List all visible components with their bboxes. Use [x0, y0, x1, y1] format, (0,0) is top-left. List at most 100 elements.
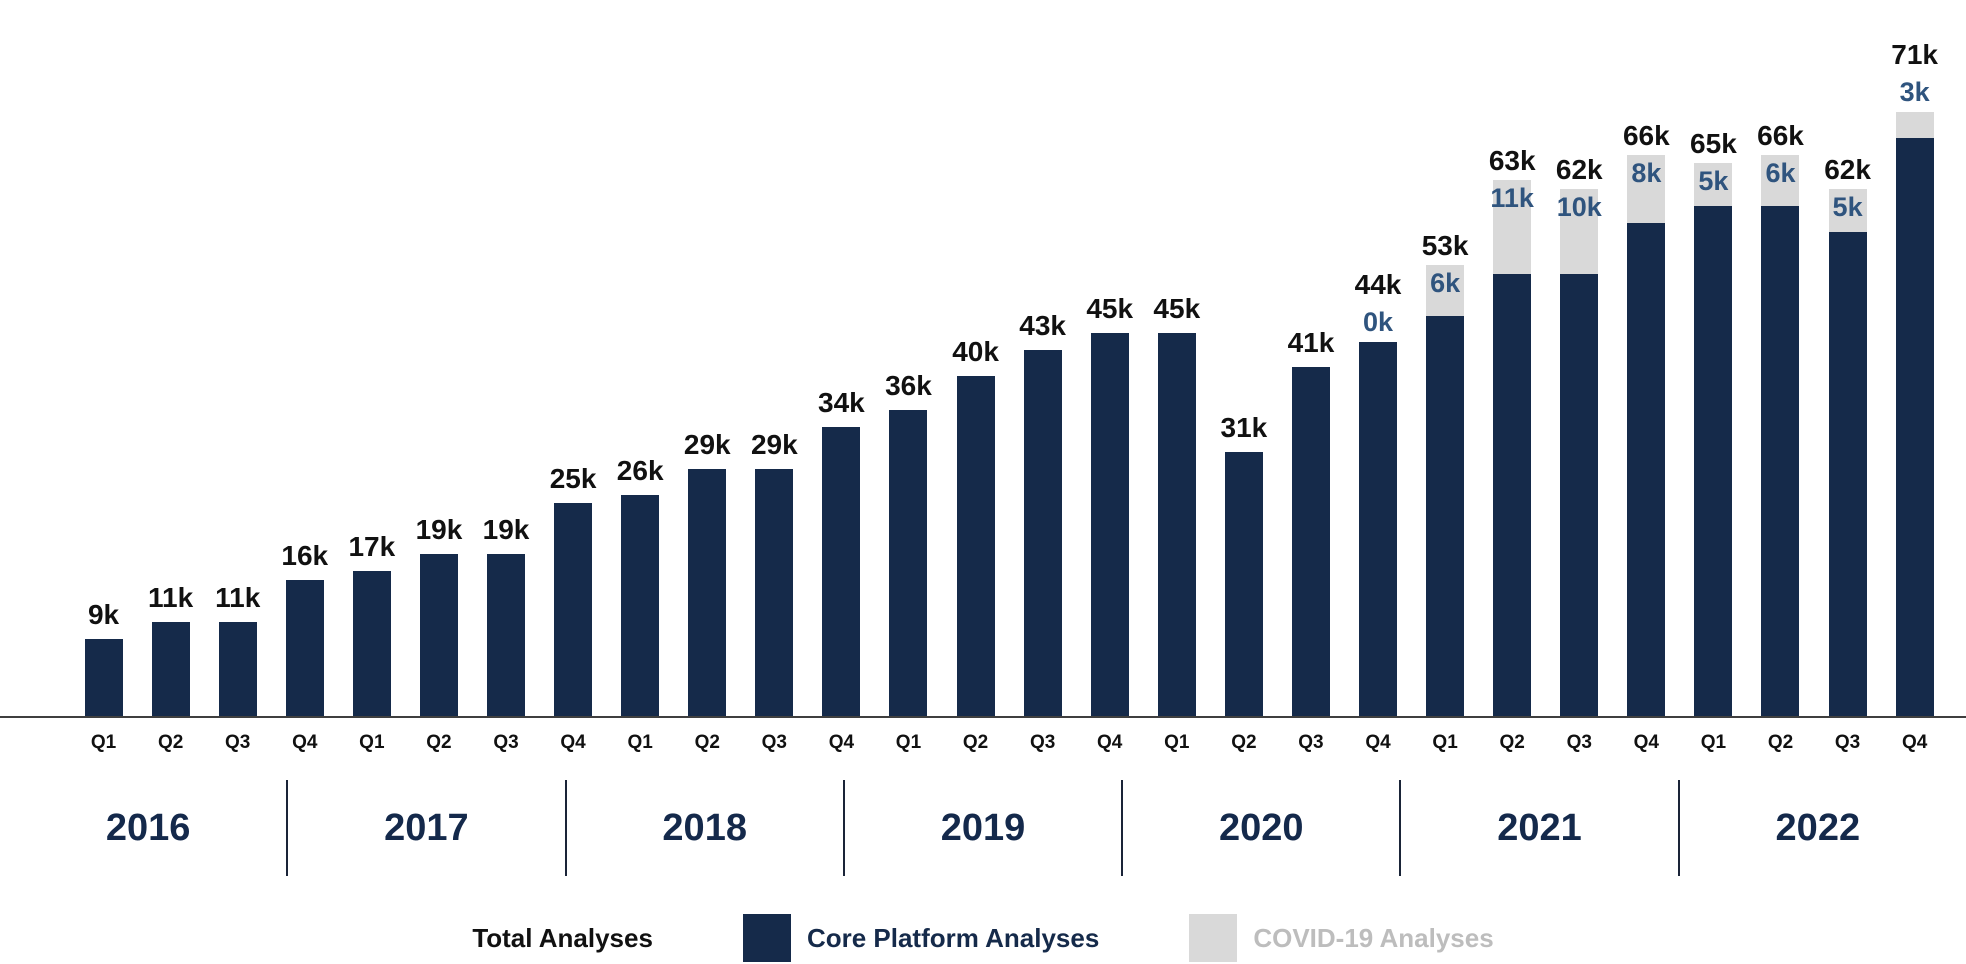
covid-segment [1426, 265, 1465, 316]
stacked-bar [1627, 155, 1666, 716]
bar-total-label: 25k [549, 463, 597, 494]
bar-column: 17k [338, 533, 405, 716]
bar-total-label: 66k [1757, 120, 1804, 151]
core-segment [487, 554, 525, 716]
core-segment [1426, 316, 1465, 716]
bar-column: 66k 6k [1747, 122, 1814, 716]
plot-area: 9k 11k 11k 16k 17k 19k 19k 25k 26k 29k 29k 34k 36k 40… [0, 18, 1966, 718]
quarter-tick-label: Q4 [828, 732, 855, 753]
covid-segment [1694, 163, 1733, 206]
bar-total-label: 11k [215, 582, 261, 613]
quarter-axis: Q1 Q2 Q3 Q4 Q1 Q2 Q3 Q4 Q1 Q2 Q3 Q4 Q1 Q2 Q3 Q4 Q1 Q2 Q3 Q4… [0, 732, 1966, 754]
bar-column: 26k [607, 457, 674, 716]
bar-total-label: 17k [348, 531, 396, 562]
bar-total-label: 29k [750, 429, 798, 460]
bar-column: 40k [942, 338, 1009, 716]
core-segment [352, 571, 391, 716]
bar-total-label: 41k [1287, 327, 1335, 358]
stacked-bar [1291, 367, 1330, 716]
quarter-tick-label: Q4 [1365, 732, 1391, 753]
legend-item-covid: COVID-19 Analyses [1189, 914, 1494, 962]
stacked-bar [1694, 163, 1733, 716]
quarter-tick-label: Q1 [1164, 732, 1190, 753]
bar-total-label: 65k [1690, 128, 1737, 159]
stacked-bar [285, 580, 324, 716]
bar-column: 25k [540, 465, 607, 716]
bar-covid-label: 10k [1556, 192, 1602, 222]
bar-column: 16k [271, 542, 338, 716]
year-label: 2016 [105, 806, 191, 849]
year-group: 2021 [1399, 780, 1677, 876]
bar-covid-label: 11k [1490, 183, 1534, 213]
stacked-bar [956, 376, 995, 716]
quarter-tick-label: Q1 [895, 732, 922, 753]
year-group: 2020 [1121, 780, 1399, 876]
core-swatch-icon [742, 914, 791, 962]
stacked-bar [151, 622, 190, 716]
bar-column: 9k [70, 601, 137, 716]
stacked-bar [1493, 180, 1532, 716]
year-group: 2022 [1677, 780, 1956, 876]
bar-column: 31k [1210, 414, 1277, 716]
bar-total-label: 45k [1153, 293, 1201, 324]
core-segment [554, 503, 593, 716]
year-axis: 2016 2017 2018 2019 2020 2021 2022 [0, 780, 1966, 876]
bar-total-label: 36k [885, 370, 932, 401]
bar-covid-label: 8k [1631, 158, 1662, 188]
bar-total-label: 9k [87, 599, 120, 630]
bar-total-label: 31k [1220, 412, 1268, 443]
bar-column: 44k 0k [1344, 271, 1411, 716]
core-segment [419, 554, 458, 716]
bar-covid-label: 5k [1832, 192, 1863, 222]
core-segment [755, 469, 794, 716]
core-segment [151, 622, 190, 716]
year-label: 2021 [1497, 806, 1582, 849]
core-segment [1694, 206, 1733, 716]
bar-column: 19k [405, 516, 472, 716]
bar-total-label: 16k [281, 540, 329, 571]
stacked-bar [1359, 342, 1398, 716]
quarter-tick-label: Q3 [1566, 732, 1592, 753]
stacked-bar [1426, 265, 1465, 716]
core-segment [1895, 138, 1934, 716]
covid-segment [1627, 155, 1666, 223]
bar-column: 41k [1277, 329, 1344, 716]
bar-column: 36k [875, 372, 942, 716]
stacked-bar [84, 639, 123, 716]
bar-column: 65k 5k [1680, 130, 1747, 716]
bar-covid-label: 6k [1430, 268, 1461, 298]
quarter-tick-label: Q4 [1901, 732, 1928, 753]
bar-total-label: 45k [1086, 293, 1134, 324]
bar-total-label: 34k [818, 387, 865, 418]
legend-item-core: Core Platform Analyses [742, 914, 1099, 962]
bar-column: 63k 11k [1479, 147, 1546, 716]
stacked-bar [1560, 189, 1599, 716]
stacked-bar [1761, 155, 1800, 716]
bar-total-label: 40k [952, 336, 999, 367]
bar-total-label: 71k [1891, 39, 1938, 70]
core-segment [285, 580, 324, 716]
bar-total-label: 19k [415, 514, 463, 545]
covid-swatch-icon [1189, 914, 1238, 962]
core-segment [1828, 232, 1867, 716]
bar-total-label: 43k [1019, 310, 1066, 341]
stacked-bar [688, 469, 727, 716]
stacked-bar [1090, 333, 1129, 716]
bar-total-label: 44k [1354, 269, 1402, 300]
bar-column: 29k [741, 431, 808, 716]
core-segment [218, 622, 257, 716]
core-segment [889, 410, 928, 716]
core-segment [84, 639, 123, 716]
core-segment [1157, 333, 1196, 716]
bar-total-label: 63k [1488, 145, 1536, 176]
covid-segment [1560, 189, 1599, 274]
core-segment [1090, 333, 1129, 716]
quarter-tick-label: Q3 [761, 732, 787, 753]
bar-column: 34k [808, 389, 875, 716]
year-label: 2017 [384, 806, 469, 849]
bar-column: 62k 5k [1814, 156, 1881, 716]
quarter-tick-label: Q1 [627, 732, 653, 753]
stacked-bar [755, 469, 794, 716]
quarter-tick-label: Q2 [426, 732, 452, 753]
